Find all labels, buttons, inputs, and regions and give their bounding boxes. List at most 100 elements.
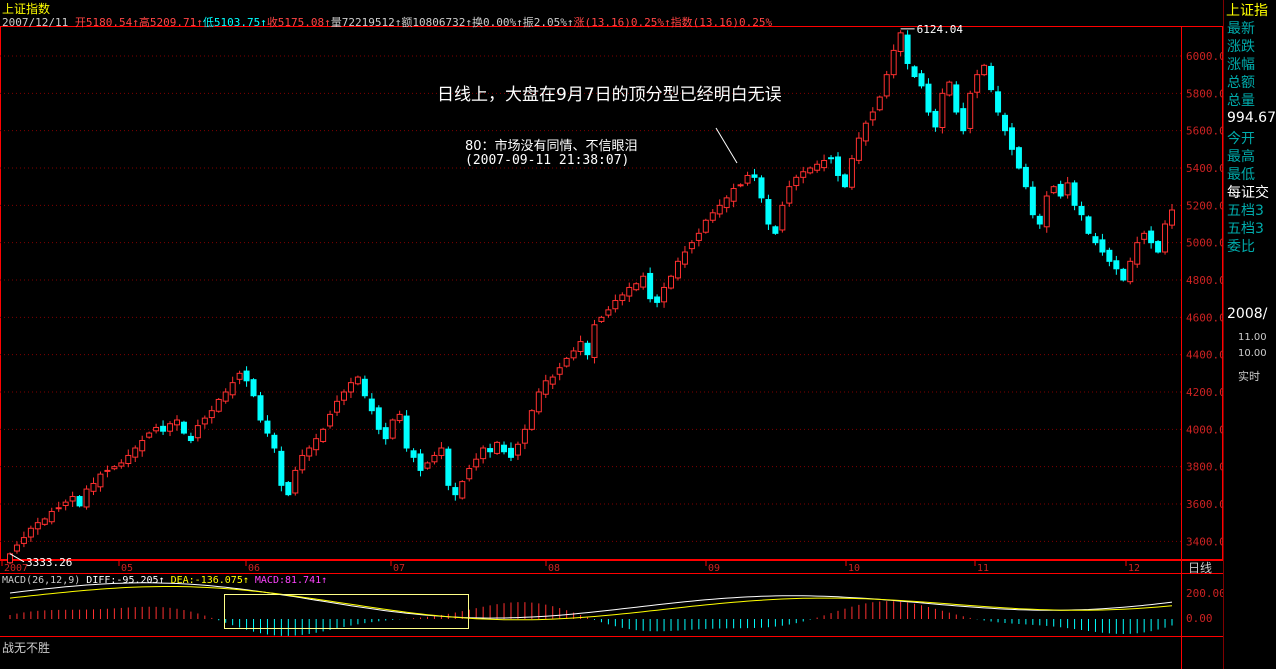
candle-body: [1169, 209, 1175, 226]
right-panel-item[interactable]: 最低: [1227, 167, 1255, 183]
candle-body: [577, 341, 584, 352]
candle-body: [1155, 241, 1162, 253]
candle-body: [932, 110, 939, 128]
candle-body: [417, 453, 424, 471]
candle-body: [41, 518, 48, 525]
candle-body: [334, 400, 341, 413]
right-panel-item[interactable]: 994.67: [1227, 110, 1276, 126]
right-panel-mode[interactable]: 实时: [1238, 370, 1260, 383]
candle-body: [1036, 215, 1043, 225]
candle-body: [382, 427, 389, 440]
candle-body: [13, 544, 20, 552]
x-tick-label: 08: [548, 563, 560, 574]
candle-body: [1162, 223, 1169, 253]
candle-body: [855, 137, 862, 161]
right-panel: 上证指 最新涨跌涨幅总额总量 994.67 今开最高最低每证交五档3 五档3 委比 200…: [1223, 0, 1276, 669]
right-panel-item[interactable]: 最新: [1227, 21, 1255, 37]
candle-body: [424, 462, 431, 469]
candle-body: [1113, 260, 1120, 270]
macd-field: MACD:81.741↑: [254, 575, 328, 586]
candle-body: [730, 188, 737, 202]
right-panel-item[interactable]: 今开: [1227, 131, 1255, 147]
right-panel-item[interactable]: 委比: [1227, 239, 1255, 255]
candle-body: [737, 184, 744, 187]
candle-body: [153, 426, 160, 432]
y-tick-label: 4800.00: [1186, 274, 1223, 287]
chart-title: 上证指数: [2, 2, 51, 16]
right-panel-item[interactable]: 每证交: [1227, 185, 1269, 201]
candle-body: [320, 428, 327, 442]
candle-body: [1043, 195, 1050, 228]
candle-body: [111, 466, 118, 470]
right-panel-title[interactable]: 上证指: [1226, 3, 1268, 19]
macd-highlight-box: [224, 594, 469, 629]
candle-body: [716, 204, 723, 215]
candle-body: [584, 342, 591, 356]
macd-info-bar: MACD(26,12,9) DIFF:-95.205↑ DEA:-136.075…: [2, 575, 327, 586]
candle-body: [821, 160, 828, 169]
candle-body: [452, 487, 459, 496]
candle-body: [340, 391, 347, 401]
candle-body: [278, 450, 285, 486]
candle-body: [1002, 114, 1009, 132]
candle-body: [368, 398, 375, 412]
right-panel-item[interactable]: 五档3: [1227, 221, 1264, 237]
right-panel-item[interactable]: 涨跌: [1227, 39, 1255, 55]
right-panel-tick: 11.00: [1238, 332, 1267, 343]
y-tick-label: 5800.00: [1186, 87, 1223, 100]
candle-body: [876, 96, 883, 111]
candle-body: [410, 450, 417, 458]
candle-body: [1008, 127, 1015, 150]
candle-body: [661, 286, 668, 303]
candle-body: [828, 157, 835, 160]
candle-body: [34, 522, 41, 530]
candle-body: [173, 419, 180, 426]
candle-body: [1057, 183, 1064, 197]
candle-body: [1099, 239, 1106, 253]
candle-body: [494, 441, 501, 454]
candle-body: [299, 454, 306, 471]
right-panel-item[interactable]: 2008/: [1227, 306, 1268, 322]
candle-body: [786, 186, 793, 204]
candle-body: [939, 92, 946, 128]
candle-body: [793, 176, 800, 187]
right-panel-item[interactable]: 总量: [1227, 93, 1255, 109]
right-panel-item[interactable]: 总额: [1227, 75, 1255, 91]
candle-body: [988, 65, 995, 91]
candle-body: [1134, 242, 1141, 265]
candle-body: [271, 434, 278, 449]
candle-body: [146, 432, 153, 438]
quote-field: 低5103.75↑: [202, 16, 267, 29]
quote-date: 2007/12/11: [2, 16, 75, 29]
right-panel-item[interactable]: 涨幅: [1227, 57, 1255, 73]
macd-field: DEA:-136.075↑: [170, 575, 255, 586]
candle-body: [431, 454, 438, 463]
candle-body: [758, 177, 765, 199]
candle-body: [981, 64, 988, 76]
right-panel-item[interactable]: 最高: [1227, 149, 1255, 165]
bottom-label: 战无不胜: [2, 641, 51, 655]
candle-body: [626, 286, 633, 297]
candle-body: [640, 275, 647, 288]
macd-diff-line: [9, 582, 1173, 619]
candle-body: [528, 410, 535, 430]
candle-body: [55, 507, 62, 510]
x-tick-label: 06: [248, 563, 260, 574]
chart-canvas: 3400.00 3600.00 3800.00 4000.00 4200.00 4400.…: [0, 23, 1223, 669]
high-label: 6124.04: [917, 23, 964, 36]
candle-body: [695, 232, 702, 241]
candle-body: [918, 73, 925, 87]
right-panel-item[interactable]: 五档3: [1227, 203, 1264, 219]
candle-body: [535, 391, 542, 413]
candle-body: [897, 32, 904, 53]
candle-body: [1127, 260, 1134, 283]
candle-body: [765, 199, 772, 225]
x-tick-label: 09: [708, 563, 720, 574]
candle-body: [709, 212, 716, 221]
macd-tick-label: 200.00: [1186, 587, 1223, 600]
candle-body: [445, 448, 452, 486]
candle-body: [960, 108, 967, 132]
candle-body: [208, 410, 215, 419]
candle-body: [313, 438, 320, 451]
candle-body: [118, 462, 125, 467]
